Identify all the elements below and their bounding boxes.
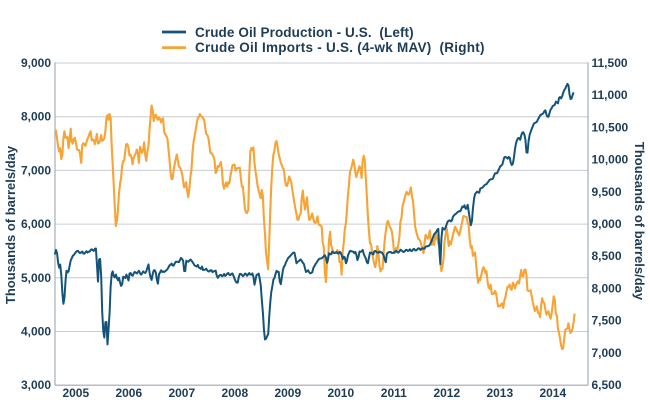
svg-text:9,000: 9,000 <box>21 56 51 70</box>
svg-text:11,000: 11,000 <box>592 88 628 102</box>
svg-text:11,500: 11,500 <box>592 56 628 70</box>
svg-text:2008: 2008 <box>221 386 248 400</box>
svg-text:2005: 2005 <box>62 386 89 400</box>
svg-text:2014: 2014 <box>539 386 566 400</box>
svg-text:5,000: 5,000 <box>21 271 51 285</box>
svg-text:2010: 2010 <box>327 386 354 400</box>
svg-text:2011: 2011 <box>381 386 407 400</box>
svg-text:10,500: 10,500 <box>592 120 629 134</box>
svg-text:9,500: 9,500 <box>592 185 622 199</box>
svg-text:8,000: 8,000 <box>21 110 51 124</box>
svg-text:2013: 2013 <box>486 386 513 400</box>
svg-text:9,000: 9,000 <box>592 217 622 231</box>
svg-text:7,000: 7,000 <box>21 163 51 177</box>
svg-text:2006: 2006 <box>115 386 142 400</box>
svg-text:6,500: 6,500 <box>592 378 622 392</box>
svg-text:10,000: 10,000 <box>592 153 629 167</box>
svg-text:8,000: 8,000 <box>592 281 622 295</box>
svg-text:Crude Oil Production - U.S. (: Crude Oil Production - U.S. (Left) <box>195 25 414 40</box>
svg-text:Crude Oil Imports - U.S. (4-wk: Crude Oil Imports - U.S. (4-wk MAV) (Rig… <box>195 40 485 55</box>
svg-text:3,000: 3,000 <box>21 378 51 392</box>
svg-text:7,500: 7,500 <box>592 314 622 328</box>
svg-text:Thousands of barrels/day: Thousands of barrels/day <box>3 145 18 304</box>
svg-text:8,500: 8,500 <box>592 249 622 263</box>
svg-text:6,000: 6,000 <box>21 217 51 231</box>
svg-text:2007: 2007 <box>168 386 195 400</box>
svg-text:2012: 2012 <box>433 386 460 400</box>
svg-text:4,000: 4,000 <box>21 325 51 339</box>
svg-text:2009: 2009 <box>274 386 301 400</box>
svg-text:Thousands of barrels/day: Thousands of barrels/day <box>632 142 647 301</box>
svg-text:7,000: 7,000 <box>592 346 622 360</box>
